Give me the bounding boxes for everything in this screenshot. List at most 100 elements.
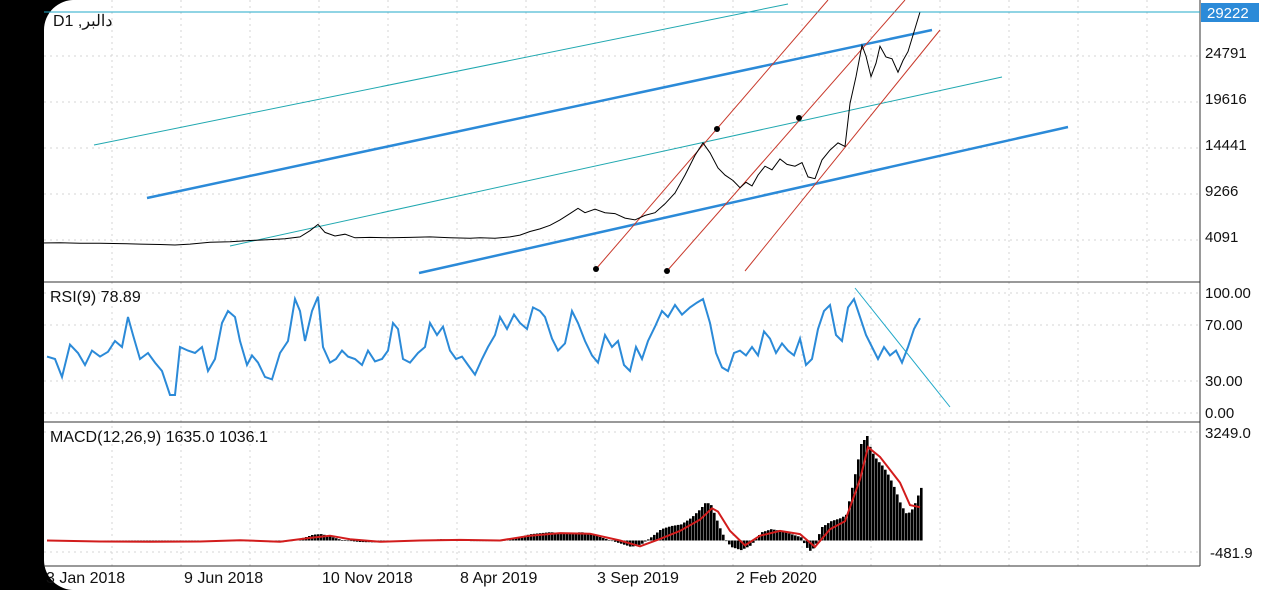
macd-bar	[659, 530, 662, 541]
macd-bar	[656, 532, 659, 541]
macd-bar	[824, 525, 827, 541]
macd-bar	[641, 540, 644, 544]
rsi-tick-30: 30.00	[1205, 373, 1243, 390]
macd-bar	[797, 536, 800, 541]
rsi-tick-100: 100.00	[1205, 285, 1251, 302]
macd-bar	[830, 521, 833, 541]
macd-bar	[638, 540, 641, 545]
price-tick-4091: 4091	[1205, 229, 1238, 246]
macd-bar	[518, 537, 521, 541]
macd-bar	[860, 444, 863, 541]
macd-bar	[719, 528, 722, 541]
macd-bar	[854, 474, 857, 541]
macd-bar	[794, 535, 797, 541]
macd-bar	[665, 527, 668, 541]
macd-bar	[347, 540, 350, 542]
macd-bar	[509, 539, 512, 541]
macd-bar	[713, 512, 716, 541]
macd-bar	[902, 508, 905, 541]
macd-bar	[644, 540, 647, 542]
anchor-point-0	[593, 266, 599, 272]
macd-bar	[905, 513, 908, 541]
macd-bar	[698, 510, 701, 541]
macd-bar	[617, 540, 620, 543]
macd-bar	[884, 469, 887, 541]
macd-bar	[335, 538, 338, 541]
macd-bar	[875, 458, 878, 541]
macd-bar	[668, 526, 671, 541]
macd-bar	[614, 540, 617, 542]
macd-bar	[872, 453, 875, 541]
macd-bar	[896, 494, 899, 541]
x-tick-1: 9 Jun 2018	[184, 570, 263, 587]
macd-bar	[323, 534, 326, 541]
macd-bar	[560, 533, 563, 541]
macd-bar	[593, 535, 596, 541]
macd-bar	[590, 534, 593, 541]
anchor-point-2	[714, 126, 720, 132]
macd-bar	[752, 540, 755, 543]
macd-bar	[569, 532, 572, 541]
macd-bar	[785, 532, 788, 541]
macd-bar	[578, 532, 581, 541]
x-tick-2: 10 Nov 2018	[322, 570, 413, 587]
macd-bar	[611, 540, 614, 542]
macd-bar	[731, 540, 734, 548]
macd-bar	[584, 532, 587, 541]
macd-bar	[542, 532, 545, 541]
teal-channel-line-1	[229, 76, 1003, 247]
macd-bar	[788, 533, 791, 541]
price-axis: 29222 24791 19616 14441 9266 4091	[1201, 3, 1259, 246]
macd-bar	[338, 539, 341, 541]
macd-bar	[881, 465, 884, 541]
macd-histogram	[47, 436, 923, 551]
macd-bar	[848, 501, 851, 541]
macd-bar	[536, 533, 539, 541]
macd-bar	[677, 524, 680, 541]
macd-bar	[842, 516, 845, 541]
macd-bar	[581, 532, 584, 541]
macd-bar	[359, 540, 362, 542]
price-tick-24791: 24791	[1205, 45, 1247, 62]
macd-signal-line	[46, 445, 921, 549]
red-channel-line-1	[666, 0, 906, 272]
macd-bar	[635, 540, 638, 546]
macd-bar	[539, 533, 542, 541]
price-tick-14441: 14441	[1205, 137, 1247, 154]
price-series-line	[0, 11, 921, 246]
rounded-corner-left-bottom	[44, 560, 75, 590]
macd-bar	[548, 532, 551, 541]
macd-bar	[866, 436, 869, 541]
macd-bar	[692, 516, 695, 541]
macd-bar	[779, 530, 782, 541]
macd-bar	[749, 540, 752, 546]
current-price-label: 29222	[1207, 5, 1249, 22]
macd-bar	[890, 480, 893, 541]
macd-bar	[911, 509, 914, 541]
macd-bar	[572, 532, 575, 541]
macd-bar	[701, 507, 704, 541]
price-tick-9266: 9266	[1205, 183, 1238, 200]
macd-bar	[737, 540, 740, 550]
macd-bar	[689, 518, 692, 541]
macd-bar	[899, 502, 902, 541]
anchor-point-3	[796, 115, 802, 121]
price-tick-19616: 19616	[1205, 91, 1247, 108]
macd-bar	[512, 538, 515, 541]
macd-bar	[770, 529, 773, 541]
rsi-trend-line	[854, 287, 951, 408]
macd-bar	[599, 537, 602, 541]
macd-bar	[575, 532, 578, 541]
x-tick-4: 3 Sep 2019	[597, 570, 679, 587]
current-price-box	[1201, 3, 1259, 22]
macd-bar	[662, 528, 665, 541]
macd-bar	[857, 459, 860, 541]
macd-bar	[863, 440, 866, 541]
macd-bar	[524, 535, 527, 541]
macd-bar	[602, 537, 605, 541]
macd-bar	[734, 540, 737, 549]
x-tick-0: 3 Jan 2018	[46, 570, 125, 587]
macd-bar	[521, 536, 524, 541]
macd-bar	[806, 540, 809, 548]
